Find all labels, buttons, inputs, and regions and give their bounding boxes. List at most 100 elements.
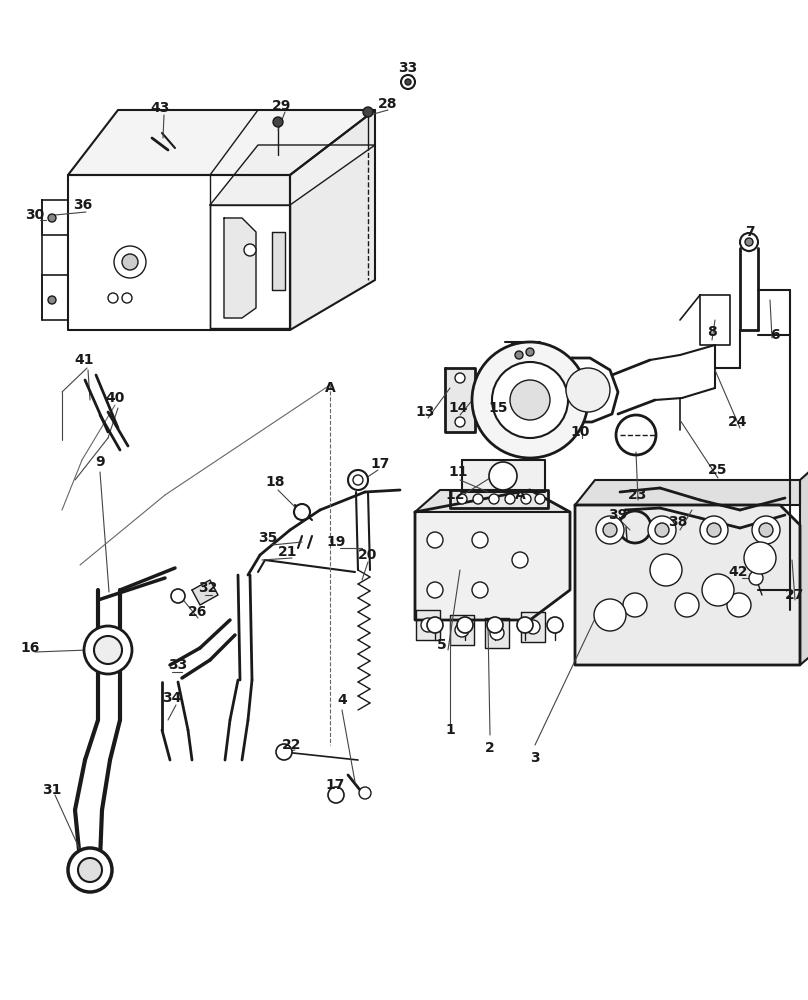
Circle shape [675,593,699,617]
Text: 4: 4 [337,693,347,707]
Text: 14: 14 [448,401,468,415]
Circle shape [603,523,617,537]
Text: 33: 33 [398,61,418,75]
Circle shape [517,617,533,633]
Polygon shape [42,200,68,235]
Text: 38: 38 [668,515,688,529]
Circle shape [623,593,647,617]
Text: 5: 5 [437,638,447,652]
Polygon shape [290,110,375,330]
Circle shape [535,494,545,504]
Circle shape [294,504,310,520]
Circle shape [328,787,344,803]
Circle shape [273,117,283,127]
Circle shape [487,617,503,633]
Polygon shape [575,505,800,665]
Circle shape [512,552,528,568]
Text: 30: 30 [25,208,44,222]
Text: 17: 17 [370,457,389,471]
Circle shape [650,554,682,586]
Text: 29: 29 [272,99,292,113]
Text: 8: 8 [707,325,717,339]
Circle shape [489,462,517,490]
Circle shape [472,342,588,458]
Polygon shape [415,490,570,620]
Text: 28: 28 [378,97,398,111]
Circle shape [427,532,443,548]
Circle shape [455,417,465,427]
Text: 39: 39 [608,508,628,522]
Circle shape [244,244,256,256]
Text: A: A [515,488,525,502]
Circle shape [707,523,721,537]
Text: 17: 17 [326,778,345,792]
Circle shape [68,848,112,892]
Circle shape [749,571,763,585]
Text: 40: 40 [105,391,124,405]
Text: 36: 36 [74,198,93,212]
Text: 32: 32 [198,581,217,595]
Circle shape [526,620,540,634]
Text: 20: 20 [358,548,377,562]
Circle shape [702,574,734,606]
Polygon shape [415,490,570,512]
Circle shape [455,373,465,383]
Text: 13: 13 [415,405,435,419]
Text: A: A [325,381,335,395]
Text: 16: 16 [20,641,40,655]
Circle shape [108,293,118,303]
Polygon shape [485,618,509,648]
Polygon shape [42,275,68,320]
Polygon shape [445,368,475,432]
Polygon shape [450,490,548,508]
Polygon shape [416,610,440,640]
Circle shape [594,599,626,631]
Polygon shape [521,612,545,642]
Polygon shape [575,480,800,505]
Circle shape [727,593,751,617]
Polygon shape [192,580,218,605]
Polygon shape [800,462,808,665]
Circle shape [122,293,132,303]
Polygon shape [700,295,730,345]
Text: 19: 19 [326,535,346,549]
Circle shape [473,494,483,504]
Circle shape [114,246,146,278]
Circle shape [457,494,467,504]
Polygon shape [210,205,290,328]
Circle shape [421,618,435,632]
Polygon shape [272,232,285,290]
Circle shape [171,589,185,603]
Circle shape [505,494,515,504]
Polygon shape [462,460,545,492]
Circle shape [744,542,776,574]
Circle shape [547,617,563,633]
Circle shape [566,368,610,412]
Circle shape [521,494,531,504]
Circle shape [405,79,411,85]
Circle shape [596,516,624,544]
Circle shape [427,582,443,598]
Text: 42: 42 [728,565,747,579]
Circle shape [740,233,758,251]
Circle shape [472,532,488,548]
Polygon shape [68,110,375,175]
Circle shape [48,214,56,222]
Circle shape [78,858,102,882]
Text: 12: 12 [445,488,465,502]
Text: 25: 25 [709,463,728,477]
Text: 18: 18 [265,475,284,489]
Polygon shape [224,218,256,318]
Circle shape [122,254,138,270]
Circle shape [648,516,676,544]
Circle shape [401,75,415,89]
Circle shape [48,296,56,304]
Text: 31: 31 [42,783,61,797]
Circle shape [84,626,132,674]
Polygon shape [450,615,474,645]
Circle shape [655,523,669,537]
Text: 3: 3 [530,751,540,765]
Circle shape [427,617,443,633]
Polygon shape [210,145,375,205]
Text: 15: 15 [488,401,507,415]
